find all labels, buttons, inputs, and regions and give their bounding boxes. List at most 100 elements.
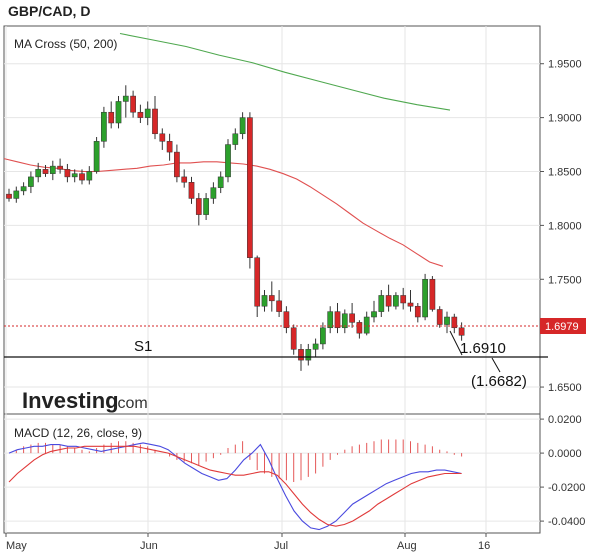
candle-body [217,176,224,188]
chart-title: GBP/CAD, D [8,3,90,19]
candle-body [429,279,436,310]
y-tick-label: 1.6500 [548,382,582,394]
x-tick-label: Aug [397,540,417,552]
candle-body [414,305,421,318]
moving-averages [3,32,451,267]
candle-body [79,173,85,181]
macd-line [8,442,462,531]
candle-body [393,295,399,307]
candle-body [378,295,385,312]
x-tick-label: 16 [478,540,490,552]
candle-body [130,95,136,113]
candle-body [28,176,34,187]
y-tick-label: 1.8500 [548,167,582,179]
candle-body [166,141,173,153]
investing-logo: Investing .com [22,388,148,413]
candle-body [298,349,304,361]
axis-ticks: May Jun Jul Aug 16 1.9500 1.9000 1.8500 1.8000 1.… [5,59,585,552]
candle-body [101,111,107,142]
candle-body [261,295,268,307]
logo-brand: Investing [22,388,119,413]
y-tick-label: 1.7500 [548,274,582,286]
candle-body [13,190,20,199]
candle-body [122,95,129,102]
candle-body [144,108,151,118]
candle-body [108,111,115,124]
y-tick-label: 1.9000 [548,113,582,125]
candle-body [276,300,282,312]
candle-body [334,311,341,329]
candle-body [115,101,122,124]
macd-tick-label: -0.0200 [548,482,585,494]
support-label: S1 [134,338,152,355]
candle-body [152,108,158,135]
candle-body [444,316,450,325]
candlesticks [6,85,465,371]
candle-body [283,311,290,329]
candle-body [290,327,297,350]
candle-body [35,169,42,178]
macd-tick-label: 0.0200 [548,414,582,426]
candle-body [400,295,407,304]
macd-label: MACD (12, 26, close, 9) [14,426,142,440]
candle-body [341,313,348,329]
candle-body [451,316,458,329]
x-tick-label: Jun [140,540,158,552]
candle-body [71,173,78,178]
candle-body [385,295,392,307]
current-price-tag [540,318,586,334]
candle-body [327,311,334,329]
candle-body [203,198,209,215]
candle-body [86,171,93,181]
candle-body [239,117,246,135]
y-tick-label: 1.8000 [548,220,582,232]
ma-cross-label: MA Cross (50, 200) [14,37,117,51]
candle-body [64,169,71,178]
y-tick-label: 1.9500 [548,59,582,71]
candle-body [159,133,166,142]
candle-body [363,316,370,334]
target-value: 1.6910 [460,340,506,357]
macd-tick-label: 0.0000 [548,448,582,460]
candle-body [371,311,377,318]
candle-body [20,186,27,192]
candle-body [42,169,49,174]
macd-tick-label: -0.0400 [548,516,585,528]
candle-body [174,151,180,178]
grid-lines [4,26,540,533]
support-pointer [491,357,501,373]
price-panel [3,25,541,415]
candle-body [247,117,253,258]
candle-body [6,193,12,199]
candle-body [356,322,363,334]
candle-body [320,327,326,345]
candle-body [254,257,261,307]
candle-body [349,313,355,323]
logo-suffix: .com [113,395,148,412]
candle-body [195,198,202,215]
candle-body [137,111,144,118]
candle-body [181,176,188,183]
candle-body [188,182,195,199]
candle-body [210,187,217,199]
x-tick-label: Jul [274,540,288,552]
current-price-value: 1.6979 [545,321,579,333]
candle-body [407,302,414,307]
candle-body [232,133,239,145]
candle-body [305,349,312,361]
signal-line [8,445,462,527]
candle-body [436,309,443,325]
target-pointer [449,330,463,356]
support-level-value: (1.6682) [471,373,527,390]
candle-body [312,343,319,350]
candle-body [225,144,231,178]
candle-body [93,141,100,172]
candle-body [458,327,465,336]
macd-marks [8,439,463,531]
candle-body [422,279,428,318]
ma50-line [3,158,444,267]
candle-body [268,295,275,302]
x-tick-label: May [6,540,27,552]
candle-body [57,165,63,170]
